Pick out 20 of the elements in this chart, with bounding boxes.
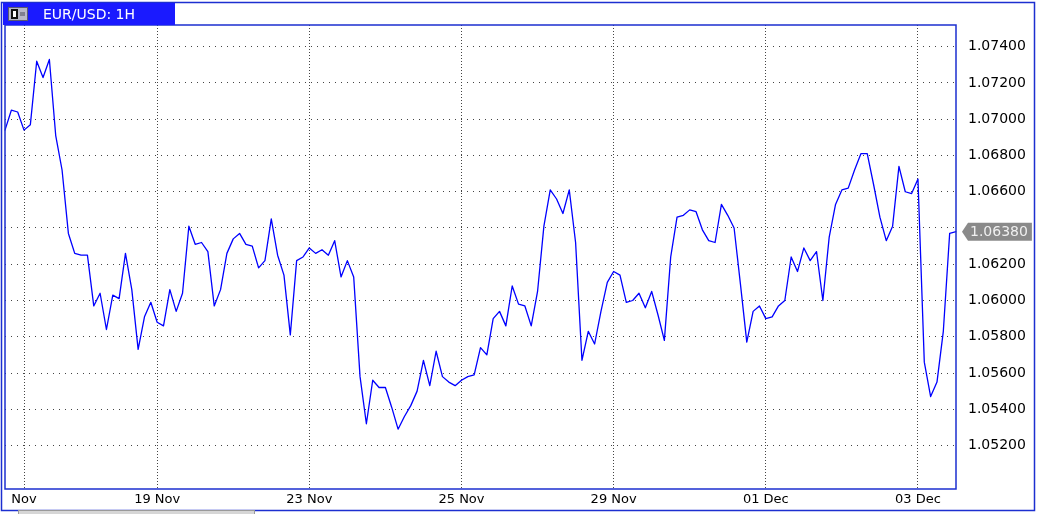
x-tick-label: 03 Dec bbox=[895, 490, 941, 506]
x-tick-label: 25 Nov bbox=[438, 490, 485, 506]
x-tick-label: 01 Dec bbox=[742, 490, 789, 506]
y-tick-label: 1.05600 bbox=[968, 363, 1026, 380]
y-tick-label: 1.07000 bbox=[968, 109, 1026, 126]
y-tick-label: 1.05800 bbox=[968, 327, 1026, 344]
y-tick-label: 1.06800 bbox=[968, 146, 1026, 163]
y-tick-label: 1.06000 bbox=[968, 291, 1026, 308]
x-tick-label: Nov bbox=[11, 490, 38, 506]
x-tick-label: 19 Nov bbox=[134, 490, 181, 506]
x-tick-label: 23 Nov bbox=[286, 490, 333, 506]
chart-title: EUR/USD: 1H bbox=[43, 6, 136, 22]
y-tick-label: 1.07400 bbox=[968, 37, 1026, 54]
y-tick-label: 1.06200 bbox=[968, 254, 1026, 271]
y-tick-label: 1.05400 bbox=[968, 399, 1026, 416]
x-tick-label: 29 Nov bbox=[590, 490, 637, 506]
text: 1.06380 bbox=[970, 223, 1028, 240]
y-tick-label: 1.07200 bbox=[968, 73, 1026, 90]
y-tick-label: 1.06600 bbox=[968, 182, 1026, 199]
y-tick-label: 1.05200 bbox=[968, 436, 1026, 453]
